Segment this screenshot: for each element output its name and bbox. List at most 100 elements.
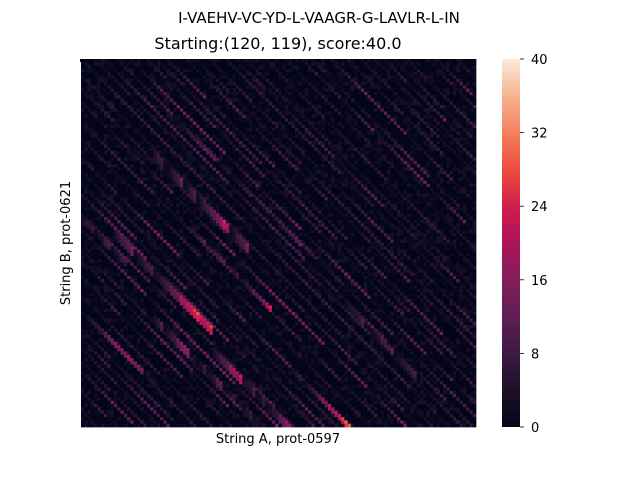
- heatmap-cell: [373, 114, 378, 119]
- heatmap-cell: [235, 131, 240, 135]
- heatmap-cell: [262, 167, 266, 172]
- heatmap-cell: [107, 141, 111, 145]
- heatmap-cell: [397, 183, 401, 188]
- heatmap-cell: [462, 164, 467, 168]
- heatmap-cell: [120, 65, 125, 70]
- heatmap-cell: [150, 177, 154, 181]
- heatmap-cell: [469, 114, 474, 119]
- heatmap-cell: [173, 180, 177, 185]
- heatmap-cell: [456, 98, 460, 103]
- heatmap-cell: [215, 91, 220, 96]
- heatmap-cell: [235, 177, 240, 181]
- heatmap-cell: [248, 91, 253, 96]
- heatmap-cell: [160, 160, 164, 165]
- heatmap-cell: [153, 151, 158, 155]
- heatmap-cell: [344, 68, 348, 73]
- heatmap-cell: [456, 118, 460, 122]
- heatmap-cell: [324, 160, 329, 165]
- heatmap-cell: [370, 154, 375, 158]
- heatmap-cell: [383, 62, 388, 66]
- heatmap-cell: [163, 137, 167, 142]
- heatmap-cell: [133, 147, 138, 152]
- heatmap-cell: [242, 180, 246, 185]
- heatmap-cell: [212, 190, 217, 195]
- heatmap-cell: [173, 147, 177, 152]
- heatmap-cell: [380, 101, 385, 106]
- heatmap-cell: [156, 167, 161, 172]
- heatmap-cell: [133, 190, 138, 195]
- heatmap-cell: [192, 91, 197, 96]
- heatmap-cell: [242, 151, 246, 155]
- heatmap-cell: [360, 65, 365, 70]
- heatmap-cell: [423, 137, 427, 142]
- heatmap-cell: [84, 108, 88, 112]
- heatmap-cell: [304, 134, 309, 139]
- heatmap-cell: [304, 101, 309, 106]
- heatmap-cell: [459, 121, 464, 126]
- heatmap-cell: [341, 98, 345, 103]
- heatmap-cell: [304, 141, 309, 145]
- heatmap-cell: [163, 59, 167, 63]
- heatmap-cell: [337, 68, 342, 73]
- heatmap-cell: [90, 147, 95, 152]
- heatmap-cell: [331, 177, 335, 181]
- heatmap-cell: [318, 144, 322, 149]
- heatmap-cell: [462, 157, 467, 162]
- heatmap-cell: [423, 108, 427, 112]
- heatmap-cell: [311, 151, 316, 155]
- heatmap-cell: [206, 170, 210, 175]
- heatmap-cell: [410, 62, 414, 66]
- heatmap-cell: [262, 190, 266, 195]
- heatmap-cell: [459, 190, 464, 195]
- heatmap-cell: [377, 95, 381, 99]
- heatmap-cell: [107, 75, 111, 80]
- heatmap-cell: [140, 114, 144, 119]
- heatmap-cell: [239, 124, 243, 129]
- heatmap-cell: [314, 167, 319, 172]
- heatmap-cell: [347, 85, 352, 89]
- heatmap-cell: [133, 111, 138, 116]
- heatmap-cell: [90, 65, 95, 70]
- heatmap-cell: [397, 180, 401, 185]
- heatmap-cell: [443, 111, 447, 116]
- heatmap-cell: [100, 98, 105, 103]
- heatmap-cell: [229, 108, 233, 112]
- heatmap-cell: [390, 62, 395, 66]
- heatmap-cell: [443, 108, 447, 112]
- heatmap-cell: [281, 88, 286, 93]
- heatmap-cell: [387, 190, 391, 195]
- heatmap-cell: [433, 121, 437, 126]
- heatmap-cell: [255, 137, 260, 142]
- heatmap-cell: [373, 95, 378, 99]
- heatmap-cell: [347, 105, 352, 109]
- heatmap-cell: [183, 68, 187, 73]
- heatmap-cell: [81, 131, 85, 135]
- heatmap-cell: [100, 82, 105, 86]
- heatmap-cell: [288, 95, 293, 99]
- heatmap-cell: [446, 98, 451, 103]
- heatmap-cell: [301, 128, 306, 132]
- heatmap-cell: [94, 111, 98, 116]
- heatmap-cell: [232, 128, 237, 132]
- heatmap-cell: [439, 121, 444, 126]
- heatmap-cell: [219, 154, 223, 158]
- heatmap-cell: [209, 95, 214, 99]
- heatmap-cell: [308, 62, 312, 66]
- heatmap-cell: [420, 68, 424, 73]
- heatmap-cell: [104, 72, 108, 76]
- heatmap-cell: [127, 105, 131, 109]
- heatmap-cell: [169, 59, 174, 63]
- heatmap-cell: [311, 134, 316, 139]
- heatmap-cell: [90, 167, 95, 172]
- heatmap-cell: [472, 88, 477, 93]
- heatmap-cell: [459, 68, 464, 73]
- heatmap-cell: [229, 141, 233, 145]
- heatmap-cell: [433, 91, 437, 96]
- heatmap-cell: [183, 164, 187, 168]
- heatmap-cell: [271, 141, 276, 145]
- heatmap-cell: [410, 170, 414, 175]
- heatmap-cell: [281, 82, 286, 86]
- heatmap-cell: [160, 131, 164, 135]
- heatmap-cell: [209, 144, 214, 149]
- heatmap-cell: [350, 131, 355, 135]
